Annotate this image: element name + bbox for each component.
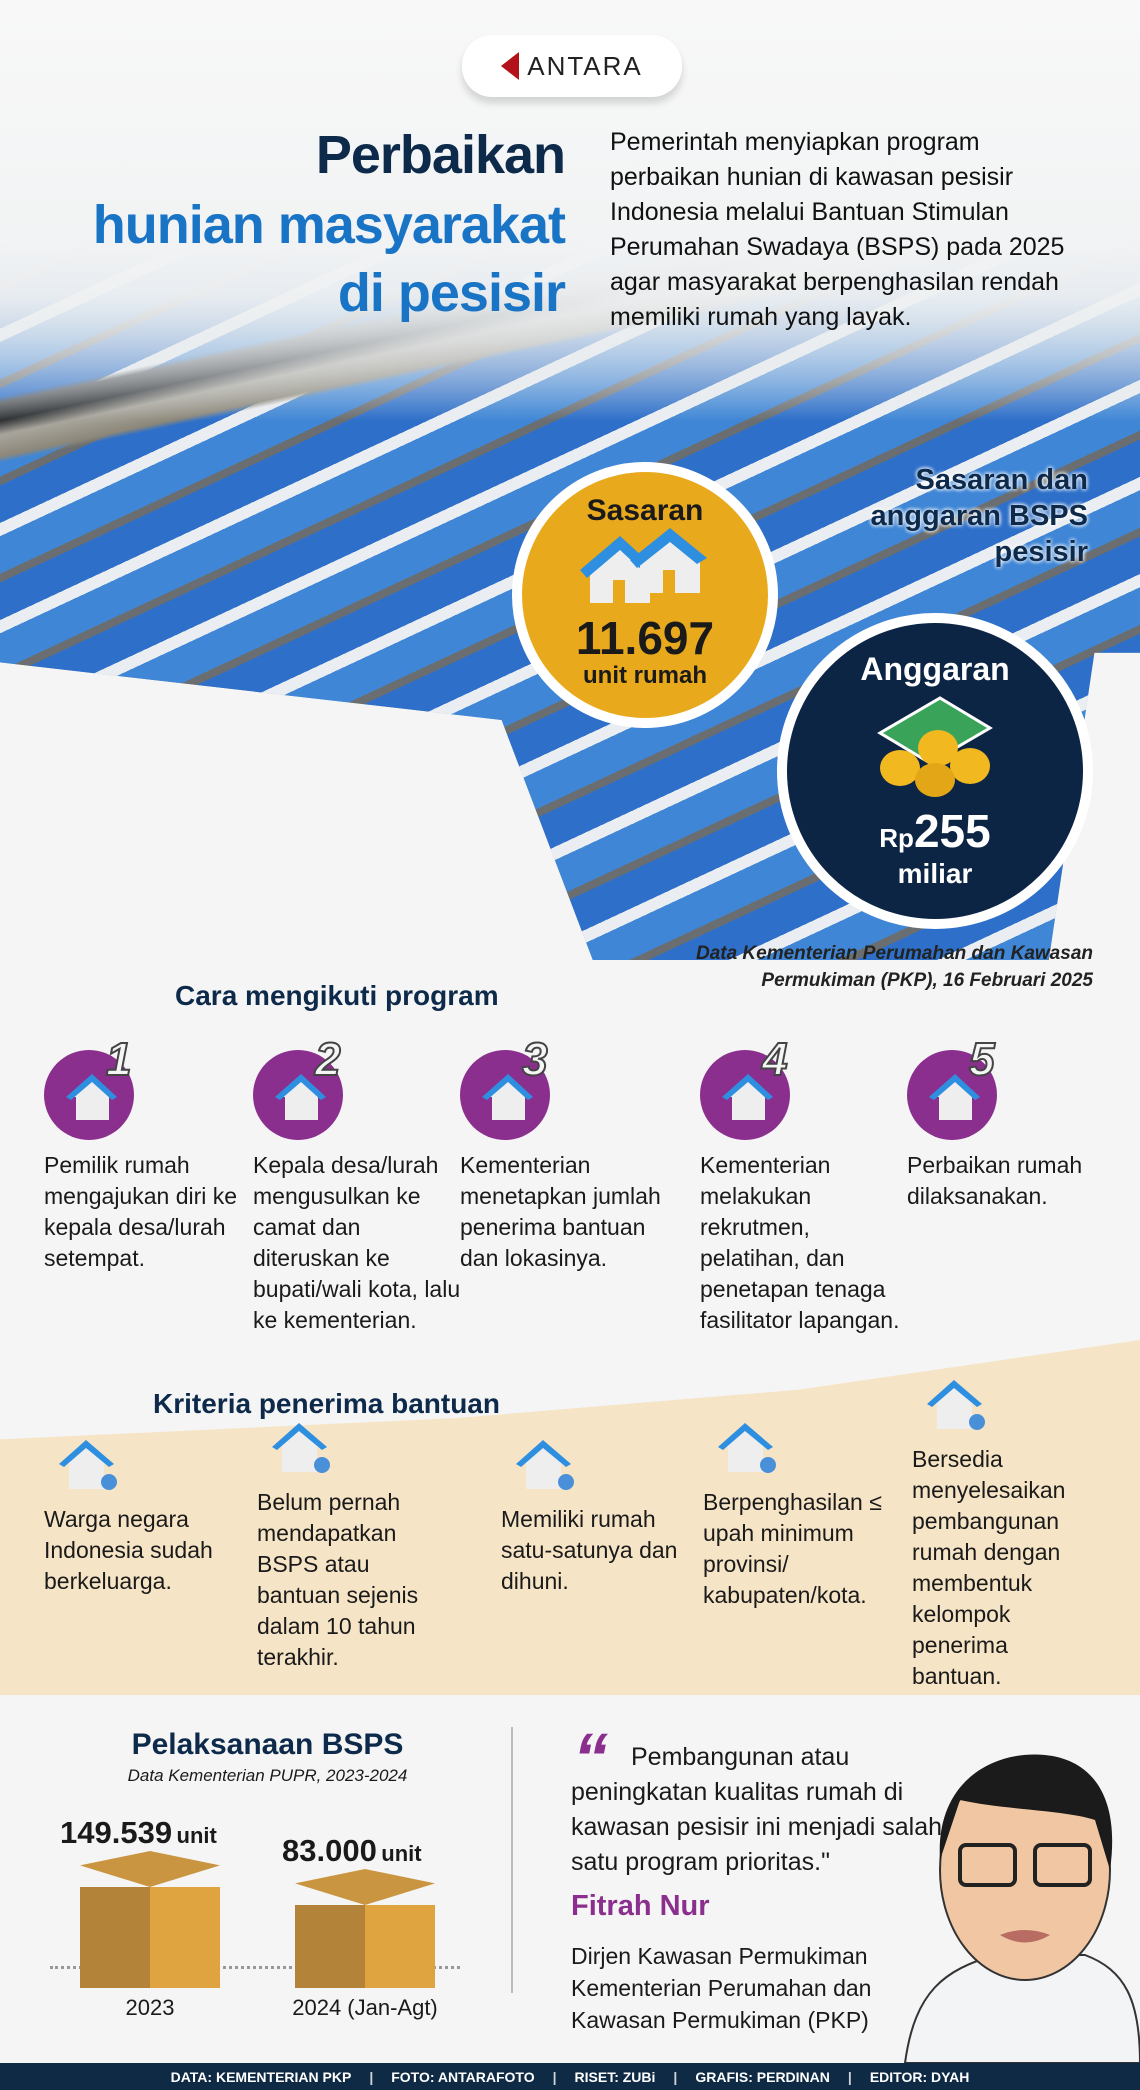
page-title-line1: Perbaikan: [315, 125, 566, 185]
step-text: Pemilik rumah mengajukan diri ke kepala …: [44, 1152, 238, 1271]
step-icon: 2: [253, 1032, 353, 1140]
criteria-icon: [511, 1434, 581, 1499]
sasaran-unit: unit rumah: [583, 662, 707, 689]
sasaran-circle: Sasaran 11.697 unit rumah: [512, 462, 778, 728]
anggaran-unit: miliar: [897, 858, 973, 889]
section-divider: [511, 1727, 513, 1993]
step-text: Kepala desa/lurah mengusulkan ke camat d…: [253, 1152, 461, 1333]
targets-heading: Sasaran dan anggaran BSPS pesisir: [870, 464, 1088, 568]
step-5: 5 Perbaikan rumah dilaksanakan.: [907, 1032, 1117, 1212]
speaker-portrait: [903, 1754, 1140, 2063]
baseline: [50, 1966, 460, 1969]
footer-separator: |: [673, 2068, 678, 2085]
criteria-text: Berpenghasilan ≤ upah minimum provinsi/ …: [703, 1489, 882, 1608]
bar-year-2024: 2024 (Jan-Agt): [292, 1995, 438, 2020]
criteria-icon: [54, 1434, 124, 1499]
step-number: 3: [521, 1032, 549, 1086]
step-3: 3 Kementerian menetapkan jumlah penerima…: [460, 1032, 670, 1274]
page-title-line2: hunian masyarakat: [92, 195, 566, 255]
footer-credit: DATA: KEMENTERIAN PKP: [170, 2068, 352, 2085]
bar-box-2023: [80, 1887, 220, 1988]
criteria-text: Warga negara Indonesia sudah berkeluarga…: [44, 1506, 213, 1594]
logo-text: ANTARA: [527, 50, 643, 81]
criteria-heading: Kriteria penerima bantuan: [153, 1388, 500, 1419]
quote-role: Dirjen Kawasan Permukiman Kementerian Pe…: [571, 1943, 872, 2033]
sasaran-label: Sasaran: [586, 494, 704, 527]
step-number: 4: [761, 1032, 789, 1086]
steps-heading: Cara mengikuti program: [175, 980, 499, 1011]
antara-logo: ANTARA: [462, 35, 682, 97]
sasaran-value: 11.697: [575, 612, 715, 664]
step-number: 1: [105, 1032, 133, 1086]
credits-footer: DATA: KEMENTERIAN PKP | FOTO: ANTARAFOTO | R…: [0, 2063, 1140, 2090]
bar-label-2023: 149.539 unit: [60, 1815, 217, 1850]
criteria-icon: [267, 1417, 337, 1482]
footer-separator: |: [552, 2068, 557, 2085]
anggaran-prefix: Rp: [879, 823, 914, 853]
bar-box-2024: [295, 1905, 435, 1988]
anggaran-value: 255: [913, 805, 991, 857]
houses-icon: [580, 528, 707, 603]
quote-name: Fitrah Nur: [571, 1890, 710, 1922]
targets-source: Data Kementerian Perumahan dan Kawasan P…: [695, 943, 1093, 991]
footer-separator: |: [369, 2068, 374, 2085]
step-4: 4 Kementerian melakukan rekrutmen, pelat…: [700, 1032, 910, 1336]
criteria-icon: [922, 1374, 992, 1439]
step-number: 2: [314, 1032, 342, 1086]
footer-credit: EDITOR: DYAH: [869, 2068, 970, 2085]
footer-credit: GRAFIS: PERDINAN: [695, 2068, 830, 2085]
step-number: 5: [968, 1032, 996, 1086]
quote-text: Pembangunan atau peningkatan kualitas ru…: [571, 1743, 943, 1876]
footer-credit: FOTO: ANTARAFOTO: [391, 2068, 535, 2085]
step-text: Kementerian menetapkan jumlah penerima b…: [460, 1152, 661, 1271]
implementation-source: Data Kementerian PUPR, 2023-2024: [127, 1766, 408, 1785]
antara-mark-icon: [501, 52, 520, 80]
quote-mark-icon: “: [573, 1719, 608, 1797]
step-text: Kementerian melakukan rekrutmen, pelatih…: [700, 1152, 900, 1333]
step-1: 1 Pemilik rumah mengajukan diri ke kepal…: [44, 1032, 254, 1274]
criteria-text: Memiliki rumah satu-satunya dan dihuni.: [501, 1506, 678, 1594]
bar-year-2023: 2023: [125, 1995, 175, 2020]
footer-credit: RISET: ZUBi: [574, 2068, 656, 2085]
footer-separator: |: [847, 2068, 852, 2085]
step-text: Perbaikan rumah dilaksanakan.: [907, 1152, 1083, 1209]
step-icon: 3: [460, 1032, 560, 1140]
criteria-text: Bersedia menyelesaikan pembangunan rumah…: [912, 1446, 1066, 1689]
step-2: 2 Kepala desa/lurah mengusulkan ke camat…: [253, 1032, 463, 1336]
step-icon: 5: [907, 1032, 1007, 1140]
bar-label-2024: 83.000 unit: [282, 1833, 422, 1868]
money-coins-icon: [877, 696, 993, 797]
implementation-header: Pelaksanaan BSPS Data Kementerian PUPR, …: [40, 1728, 495, 1786]
step-icon: 4: [700, 1032, 800, 1140]
page-title-line3: di pesisir: [337, 263, 566, 323]
implementation-title: Pelaksanaan BSPS: [131, 1728, 404, 1761]
intro-paragraph: Pemerintah menyiapkan program perbaikan …: [610, 128, 1065, 331]
anggaran-circle: Anggaran Rp255 miliar: [777, 613, 1093, 929]
criteria-text: Belum pernah mendapatkan BSPS atau bantu…: [257, 1489, 419, 1670]
step-icon: 1: [44, 1032, 144, 1140]
criteria-icon: [713, 1417, 783, 1482]
anggaran-label: Anggaran: [860, 651, 1010, 687]
